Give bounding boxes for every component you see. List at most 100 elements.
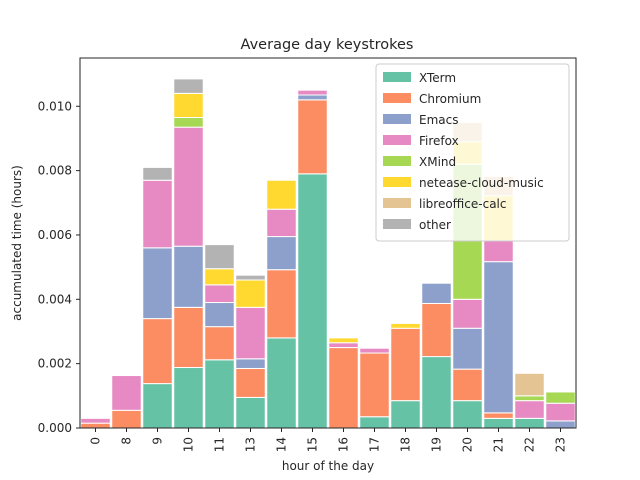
bar-xterm-20 <box>452 400 483 429</box>
y-tick-label: 0.002 <box>38 357 72 371</box>
x-tick-label: 11 <box>213 437 227 452</box>
legend-label: Chromium <box>419 92 481 106</box>
bar-netease-cloud-music-18 <box>390 322 421 329</box>
bar-firefox-21 <box>483 240 514 263</box>
bar-chromium-19 <box>421 302 452 358</box>
bar-xterm-19 <box>421 356 452 429</box>
y-tick-label: 0.008 <box>38 164 72 178</box>
bar-xterm-11 <box>204 359 235 429</box>
bar-firefox-23 <box>545 402 576 422</box>
x-tick-label: 8 <box>120 437 134 445</box>
bar-other-13 <box>235 274 266 281</box>
x-tick-label: 23 <box>554 437 568 452</box>
x-tick-label: 14 <box>275 437 289 452</box>
bar-chromium-14 <box>266 269 297 339</box>
bar-chromium-13 <box>235 367 266 398</box>
bar-emacs-9 <box>142 247 173 320</box>
bar-xterm-13 <box>235 396 266 429</box>
x-tick-label: 21 <box>492 437 506 452</box>
x-tick-label: 19 <box>430 437 444 452</box>
legend-label: XMind <box>419 155 456 169</box>
legend-label: libreoffice-calc <box>419 197 506 211</box>
bar-firefox-13 <box>235 306 266 360</box>
bar-xterm-17 <box>359 416 390 429</box>
bar-xterm-21 <box>483 417 514 429</box>
x-tick-label: 0 <box>89 437 103 445</box>
x-tick-label: 16 <box>337 437 351 452</box>
bar-other-11 <box>204 244 235 270</box>
bar-chromium-15 <box>297 99 328 175</box>
chart-title: Average day keystrokes <box>241 37 414 53</box>
bar-xterm-9 <box>142 383 173 429</box>
bar-chromium-17 <box>359 352 390 418</box>
bar-firefox-20 <box>452 298 483 329</box>
legend-label: other <box>419 218 451 232</box>
bar-xterm-14 <box>266 337 297 429</box>
x-tick-label: 17 <box>368 437 382 452</box>
x-tick-label: 15 <box>306 437 320 452</box>
legend-label: Firefox <box>419 134 459 148</box>
bar-chromium-18 <box>390 327 421 402</box>
legend-swatch <box>383 114 411 124</box>
legend: XTerm Chromium Emacs Firefox XMind netease-cl… <box>375 63 570 242</box>
bar-firefox-10 <box>173 126 204 247</box>
bar-chromium-20 <box>452 368 483 402</box>
bar-chromium-21 <box>483 412 514 419</box>
x-tick-label: 20 <box>461 437 475 452</box>
legend-swatch <box>383 219 411 229</box>
bar-netease-cloud-music-16 <box>328 337 359 344</box>
y-axis: 0.000 0.002 0.004 0.006 0.008 0.010 <box>38 99 80 435</box>
bar-netease-cloud-music-13 <box>235 279 266 308</box>
bar-firefox-17 <box>359 347 390 354</box>
x-tick-label: 22 <box>523 437 537 452</box>
plot-frame <box>79 57 577 429</box>
bar-xterm-22 <box>514 417 545 429</box>
x-tick-label: 9 <box>151 437 165 445</box>
bar-firefox-14 <box>266 208 297 238</box>
bar-chromium-8 <box>111 409 142 429</box>
bar-netease-cloud-music-14 <box>266 179 297 210</box>
y-axis-title: accumulated time (hours) <box>10 165 24 321</box>
bar-xmind-22 <box>514 395 545 402</box>
bar-firefox-0 <box>80 417 111 424</box>
bar-emacs-14 <box>266 236 297 271</box>
bar-emacs-13 <box>235 358 266 369</box>
bar-xterm-10 <box>173 367 204 429</box>
bar-netease-cloud-music-11 <box>204 268 235 286</box>
x-tick-label: 13 <box>244 437 258 452</box>
y-tick-label: 0.006 <box>38 228 72 242</box>
x-axis-title: hour of the day <box>282 459 374 473</box>
bar-libreoffice-calc-22 <box>514 372 545 397</box>
legend-label: XTerm <box>419 71 456 85</box>
legend-swatch <box>383 177 411 187</box>
bar-firefox-15 <box>297 89 328 96</box>
bar-chromium-16 <box>328 347 359 429</box>
bar-emacs-11 <box>204 302 235 328</box>
legend-swatch <box>383 72 411 82</box>
x-tick-label: 10 <box>182 437 196 452</box>
bar-netease-cloud-music-10 <box>173 92 204 119</box>
bar-firefox-16 <box>328 342 359 349</box>
bar-firefox-8 <box>111 375 142 411</box>
bar-emacs-21 <box>483 261 514 414</box>
legend-frame <box>375 63 570 242</box>
legend-swatch <box>383 198 411 208</box>
bar-other-10 <box>173 78 204 94</box>
bar-xterm-15 <box>297 173 328 429</box>
y-tick-label: 0.010 <box>38 99 72 113</box>
bar-emacs-23 <box>545 420 576 429</box>
bar-emacs-20 <box>452 327 483 370</box>
bar-emacs-15 <box>297 94 328 101</box>
bar-chromium-0 <box>80 422 111 429</box>
bar-firefox-11 <box>204 284 235 304</box>
bar-emacs-19 <box>421 282 452 304</box>
bar-xterm-18 <box>390 400 421 429</box>
bar-emacs-10 <box>173 245 204 308</box>
legend-swatch <box>383 135 411 145</box>
bar-chromium-10 <box>173 306 204 369</box>
bar-chromium-11 <box>204 326 235 361</box>
bar-xmind-10 <box>173 117 204 128</box>
legend-label: Emacs <box>419 113 458 127</box>
bar-other-9 <box>142 166 173 181</box>
